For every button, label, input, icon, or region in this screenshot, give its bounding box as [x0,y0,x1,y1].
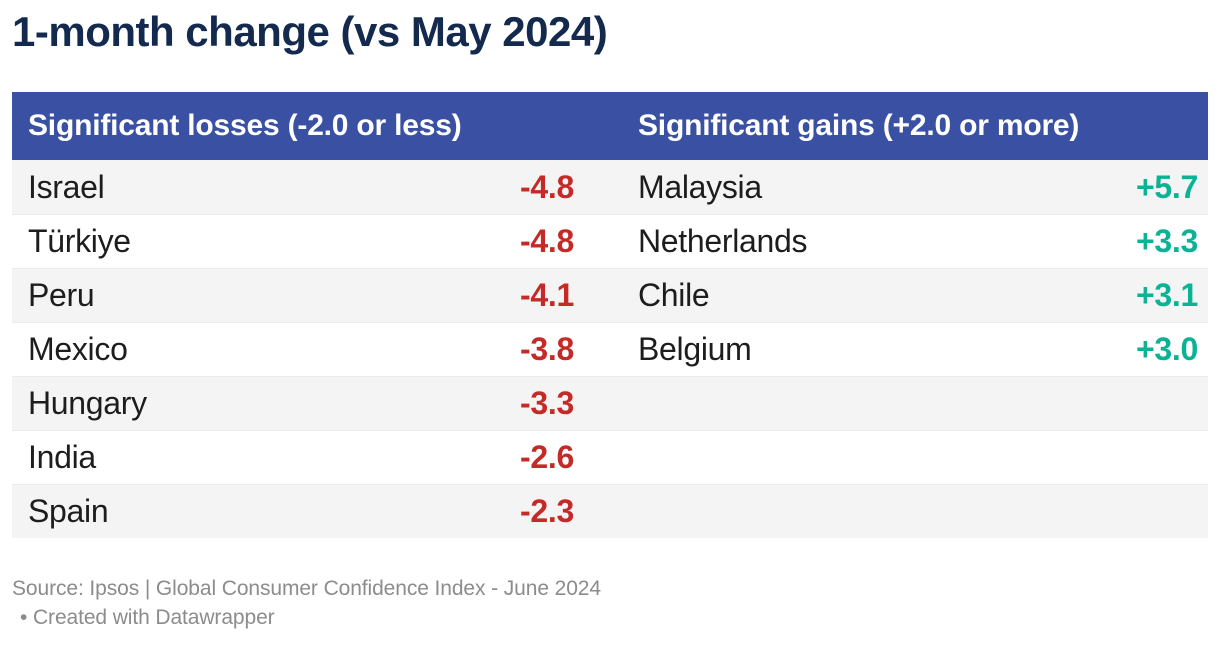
gains-cell-empty [610,485,1208,538]
table-row: Türkiye -4.8 Netherlands +3.3 [12,214,1208,268]
table-row: Peru -4.1 Chile +3.1 [12,268,1208,322]
loss-value: -2.3 [520,493,574,529]
source-line: Source: Ipsos | Global Consumer Confiden… [12,577,601,600]
chart-container: 1-month change (vs May 2024) Significant… [12,8,1208,632]
table-row: Hungary -3.3 [12,376,1208,430]
table-row: Israel -4.8 Malaysia +5.7 [12,160,1208,214]
country-label: Netherlands [638,223,808,259]
gains-cell: Malaysia +5.7 [610,160,1208,214]
loss-value: -4.8 [520,168,574,205]
table-row: Mexico -3.8 Belgium +3.0 [12,322,1208,376]
losses-cell: Peru -4.1 [12,269,610,322]
gains-cell: Chile +3.1 [610,269,1208,322]
loss-value: -3.8 [520,331,574,367]
losses-cell: Hungary -3.3 [12,377,610,430]
chart-footer: Source: Ipsos | Global Consumer Confiden… [12,574,1208,632]
page-title: 1-month change (vs May 2024) [12,8,608,55]
loss-value: -4.1 [520,277,574,313]
gain-value: +3.1 [1136,277,1198,313]
losses-cell: Israel -4.8 [12,160,610,214]
gains-column-header: Significant gains (+2.0 or more) [638,109,1080,142]
table-header-row: Significant losses (-2.0 or less) Signif… [12,92,1208,160]
country-label: India [28,439,96,475]
country-label: Malaysia [638,168,762,205]
country-label: Mexico [28,331,128,367]
losses-cell: Spain -2.3 [12,485,610,538]
losses-column-header: Significant losses (-2.0 or less) [28,109,462,142]
gain-value: +3.3 [1136,223,1198,259]
attribution-line: • Created with Datawrapper [20,606,275,629]
country-label: Türkiye [28,223,131,259]
gain-value: +5.7 [1136,168,1198,205]
country-label: Israel [28,168,105,205]
losses-cell: India -2.6 [12,431,610,484]
country-label: Chile [638,277,710,313]
country-label: Belgium [638,331,752,367]
gain-value: +3.0 [1136,331,1198,367]
gains-cell-empty [610,431,1208,484]
loss-value: -4.8 [520,223,574,259]
table-row: Spain -2.3 [12,484,1208,538]
country-label: Peru [28,277,95,313]
gains-cell: Belgium +3.0 [610,323,1208,376]
change-table: Significant losses (-2.0 or less) Signif… [12,92,1208,538]
country-label: Spain [28,493,109,529]
table-row: India -2.6 [12,430,1208,484]
loss-value: -3.3 [520,385,574,421]
losses-cell: Türkiye -4.8 [12,215,610,268]
gains-cell-empty [610,377,1208,430]
country-label: Hungary [28,385,147,421]
loss-value: -2.6 [520,439,574,475]
losses-cell: Mexico -3.8 [12,323,610,376]
gains-cell: Netherlands +3.3 [610,215,1208,268]
